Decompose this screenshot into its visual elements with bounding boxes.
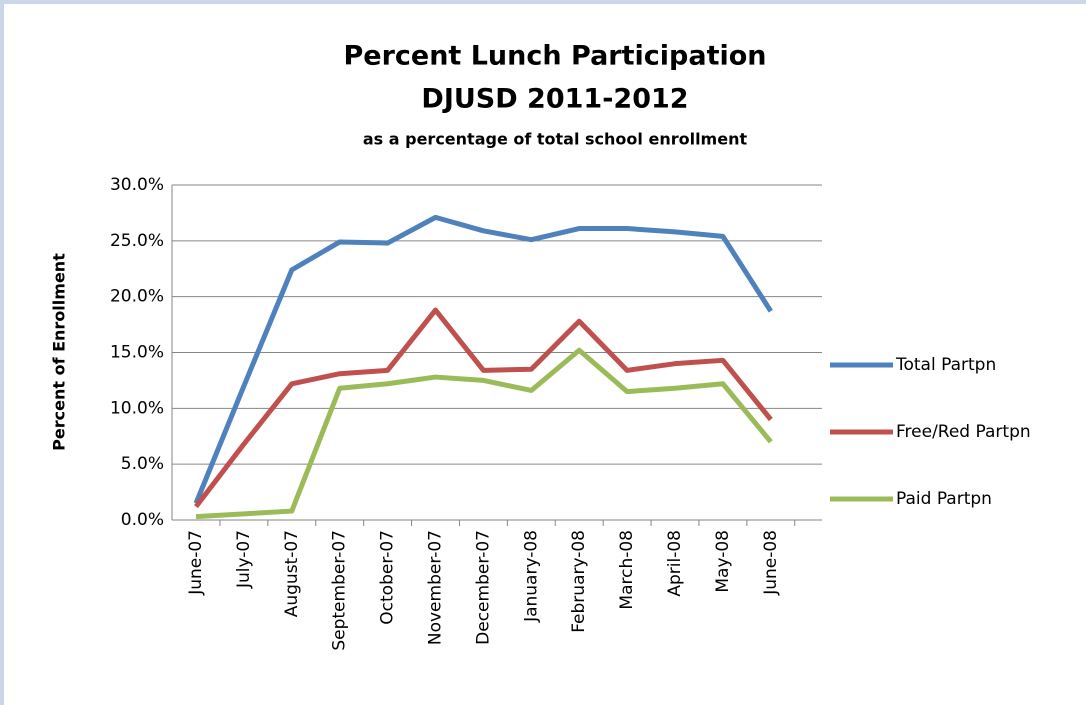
y-axis-label: Percent of Enrollment (50, 253, 69, 451)
y-tick-label: 15.0% (110, 343, 164, 363)
y-tick-label: 10.0% (110, 398, 164, 418)
x-tick-label: March-08 (617, 530, 637, 610)
y-tick-label: 30.0% (110, 175, 164, 195)
y-tick-label: 25.0% (110, 231, 164, 251)
chart-title: DJUSD 2011-2012 (421, 84, 688, 115)
x-tick-label: July-07 (234, 530, 254, 589)
x-tick-label: February-08 (569, 530, 589, 633)
legend-label: Total Partpn (895, 355, 996, 375)
series-line (193, 214, 773, 505)
y-tick-label: 20.0% (110, 287, 164, 307)
x-tick-label: June-08 (761, 530, 781, 596)
x-tick-label: December-07 (473, 530, 493, 645)
x-tick-label: November-07 (426, 530, 446, 645)
y-tick-label: 0.0% (121, 510, 164, 530)
x-tick-label: August-07 (282, 530, 302, 617)
legend-label: Paid Partpn (896, 489, 992, 509)
series-line (194, 307, 773, 509)
x-tick-label: June-07 (186, 530, 206, 596)
legend-label: Free/Red Partpn (896, 422, 1031, 442)
y-tick-label: 5.0% (121, 454, 164, 474)
series-line (195, 347, 773, 520)
x-tick-label: January-08 (521, 530, 541, 623)
x-tick-label: September-07 (330, 530, 350, 651)
chart-subtitle: as a percentage of total school enrollme… (363, 130, 748, 149)
x-tick-label: May-08 (713, 530, 733, 593)
chart-title: Percent Lunch Participation (343, 41, 766, 72)
x-tick-label: April-08 (665, 530, 685, 597)
x-tick-label: October-07 (378, 530, 398, 625)
